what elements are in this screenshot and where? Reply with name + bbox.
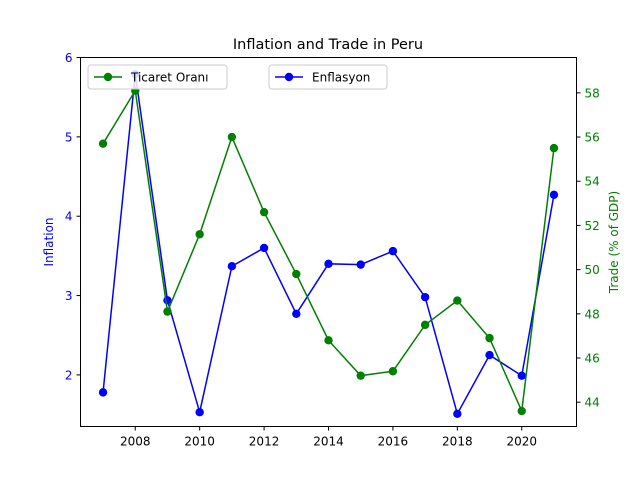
trade-legend-marker xyxy=(103,72,113,82)
y-left-tick-label: 4 xyxy=(65,210,73,224)
x-tick-label: 2020 xyxy=(506,435,537,449)
y-left-tick-label: 5 xyxy=(65,130,73,144)
trade-data-point xyxy=(517,406,526,416)
x-tick-label: 2012 xyxy=(249,435,280,449)
trade-data-point xyxy=(227,132,237,142)
trade-data-point xyxy=(292,269,301,279)
y-right-tick-label: 54 xyxy=(585,175,600,189)
y-right-tick-label: 52 xyxy=(585,219,600,233)
y-left-tick-label: 6 xyxy=(65,51,73,65)
inflation-legend-box xyxy=(268,64,388,90)
y-axis-right-label: Trade (% of GDP) xyxy=(607,191,621,294)
inflation-data-point xyxy=(549,190,559,199)
trade-data-point xyxy=(549,143,559,153)
inflation-data-point xyxy=(227,262,237,271)
y-axis-left: 2 3 4 5 6 xyxy=(65,51,81,382)
trade-data-point xyxy=(453,296,462,305)
trade-legend-box xyxy=(87,64,228,90)
trade-data-point xyxy=(420,320,430,330)
x-tick-label: 2010 xyxy=(184,435,215,449)
inflation-data-point xyxy=(517,371,526,380)
x-tick-label: 2014 xyxy=(313,435,344,449)
y-right-tick-label: 56 xyxy=(585,131,600,145)
y-right-tick-label: 46 xyxy=(585,352,600,366)
x-tick-label: 2016 xyxy=(378,435,409,449)
y-axis-left-label: Inflation xyxy=(42,217,56,266)
trade-data-point xyxy=(356,371,365,380)
y-right-tick-label: 58 xyxy=(585,86,600,100)
inflation-legend-label: Enflasyon xyxy=(312,71,370,85)
x-tick-label: 2008 xyxy=(120,435,151,449)
trade-data-point xyxy=(259,207,269,217)
y-right-tick-label: 48 xyxy=(585,307,600,321)
trade-legend-label: Ticaret Oranı xyxy=(130,71,209,85)
inflation-data-point xyxy=(259,243,269,253)
trade-data-point xyxy=(163,307,172,316)
trade-data-point xyxy=(388,367,398,376)
inflation-legend-marker xyxy=(284,72,294,82)
inflation-data-point xyxy=(292,309,301,319)
plot-area xyxy=(98,69,559,419)
trade-data-point xyxy=(98,139,108,148)
inflation-data-point xyxy=(98,388,108,397)
y-axis-right: 44 46 48 50 52 54 56 58 xyxy=(576,86,600,410)
inflation-data-point xyxy=(356,260,365,269)
inflation-data-point xyxy=(420,292,430,302)
y-left-tick-label: 3 xyxy=(65,289,73,303)
trade-data-point xyxy=(195,230,204,239)
inflation-data-point xyxy=(453,409,462,419)
y-right-tick-label: 44 xyxy=(585,396,600,410)
x-axis: 2008 2010 2012 2014 2016 2018 2020 xyxy=(120,426,537,449)
y-right-tick-label: 50 xyxy=(585,263,600,277)
inflation-data-point xyxy=(324,259,333,269)
inflation-data-point xyxy=(195,408,204,417)
trade-data-point xyxy=(485,333,494,343)
chart-title: Inflation and Trade in Peru xyxy=(233,37,423,53)
legend: Ticaret Oranı Enflasyon xyxy=(87,64,388,90)
y-left-tick-label: 2 xyxy=(65,368,73,382)
trade-data-point xyxy=(324,336,333,345)
x-tick-label: 2018 xyxy=(442,435,473,449)
inflation-data-point xyxy=(388,246,398,256)
inflation-data-point xyxy=(485,350,494,360)
